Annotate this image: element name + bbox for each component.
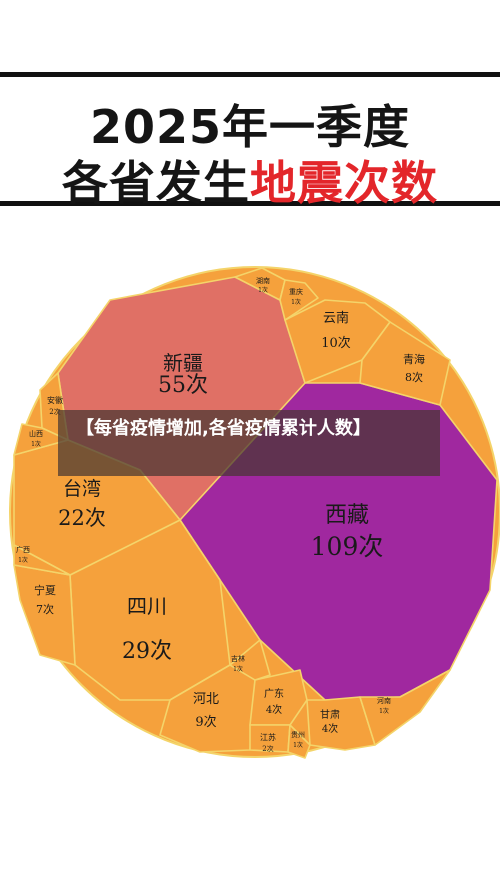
cell-name-label-4: 云南 <box>323 310 349 326</box>
chart-title-line1: 2025年一季度 <box>89 100 411 154</box>
cell-value-label-12: 1次 <box>258 286 268 294</box>
cell-value-label-16: 1次 <box>233 665 243 673</box>
cell-name-label-1: 新疆 <box>163 351 203 375</box>
cell-value-label-5: 9次 <box>195 714 216 730</box>
cell-name-label-5: 河北 <box>193 692 219 707</box>
cell-name-label-14: 山西 <box>29 429 43 438</box>
overlay-banner: 【每省疫情增加,各省疫情累计人数】 <box>58 410 440 476</box>
cell-name-label-11: 江苏 <box>260 732 276 742</box>
cell-value-label-13: 1次 <box>291 298 301 306</box>
cell-18 <box>359 669 451 746</box>
cell-13 <box>279 279 319 321</box>
cell-name-label-9: 甘肃 <box>320 708 340 721</box>
cell-name-label-16: 吉林 <box>231 654 245 663</box>
cell-value-label-7: 7次 <box>36 602 54 616</box>
cell-15 <box>13 544 71 576</box>
chart-title-line2: 各省发生地震次数 <box>0 147 500 213</box>
cell-value-label-18: 1次 <box>379 707 389 715</box>
cell-value-label-2: 29次 <box>122 639 172 664</box>
cell-name-label-0: 西藏 <box>325 503 369 528</box>
cell-name-label-12: 湖南 <box>256 276 270 285</box>
cell-name-label-17: 贵州 <box>291 730 305 739</box>
cell-16 <box>229 639 271 681</box>
cell-value-label-8: 4次 <box>266 703 282 716</box>
chart-title-line2-black: 各省发生 <box>62 156 250 210</box>
cell-value-label-9: 4次 <box>322 722 338 735</box>
cell-name-label-13: 重庆 <box>289 287 303 296</box>
cell-value-label-11: 2次 <box>262 744 273 753</box>
cell-name-label-6: 青海 <box>403 352 425 366</box>
title-band: 2025年一季度 各省发生地震次数 <box>0 72 500 210</box>
cell-name-label-7: 宁夏 <box>34 583 56 597</box>
cell-value-label-10: 2次 <box>49 407 60 416</box>
chart-title-line2-red: 地震次数 <box>250 156 438 210</box>
cell-value-label-0: 109次 <box>311 532 384 561</box>
cell-value-label-15: 1次 <box>18 556 28 564</box>
cell-value-label-1: 55次 <box>158 373 208 398</box>
cell-name-label-18: 河南 <box>377 696 391 705</box>
cell-name-label-10: 安徽 <box>47 395 63 405</box>
cell-value-label-14: 1次 <box>31 440 41 448</box>
cell-name-label-3: 台湾 <box>63 478 101 500</box>
cell-value-label-17: 1次 <box>293 741 303 749</box>
cell-name-label-8: 广东 <box>264 687 284 700</box>
cell-value-label-4: 10次 <box>321 335 351 351</box>
cell-value-label-3: 22次 <box>58 506 106 530</box>
cell-17 <box>287 724 311 759</box>
cell-name-label-15: 广西 <box>16 545 30 554</box>
cell-8 <box>249 669 308 726</box>
cell-value-label-6: 8次 <box>405 370 423 384</box>
cell-6 <box>359 321 451 406</box>
cell-name-label-2: 四川 <box>127 594 167 618</box>
